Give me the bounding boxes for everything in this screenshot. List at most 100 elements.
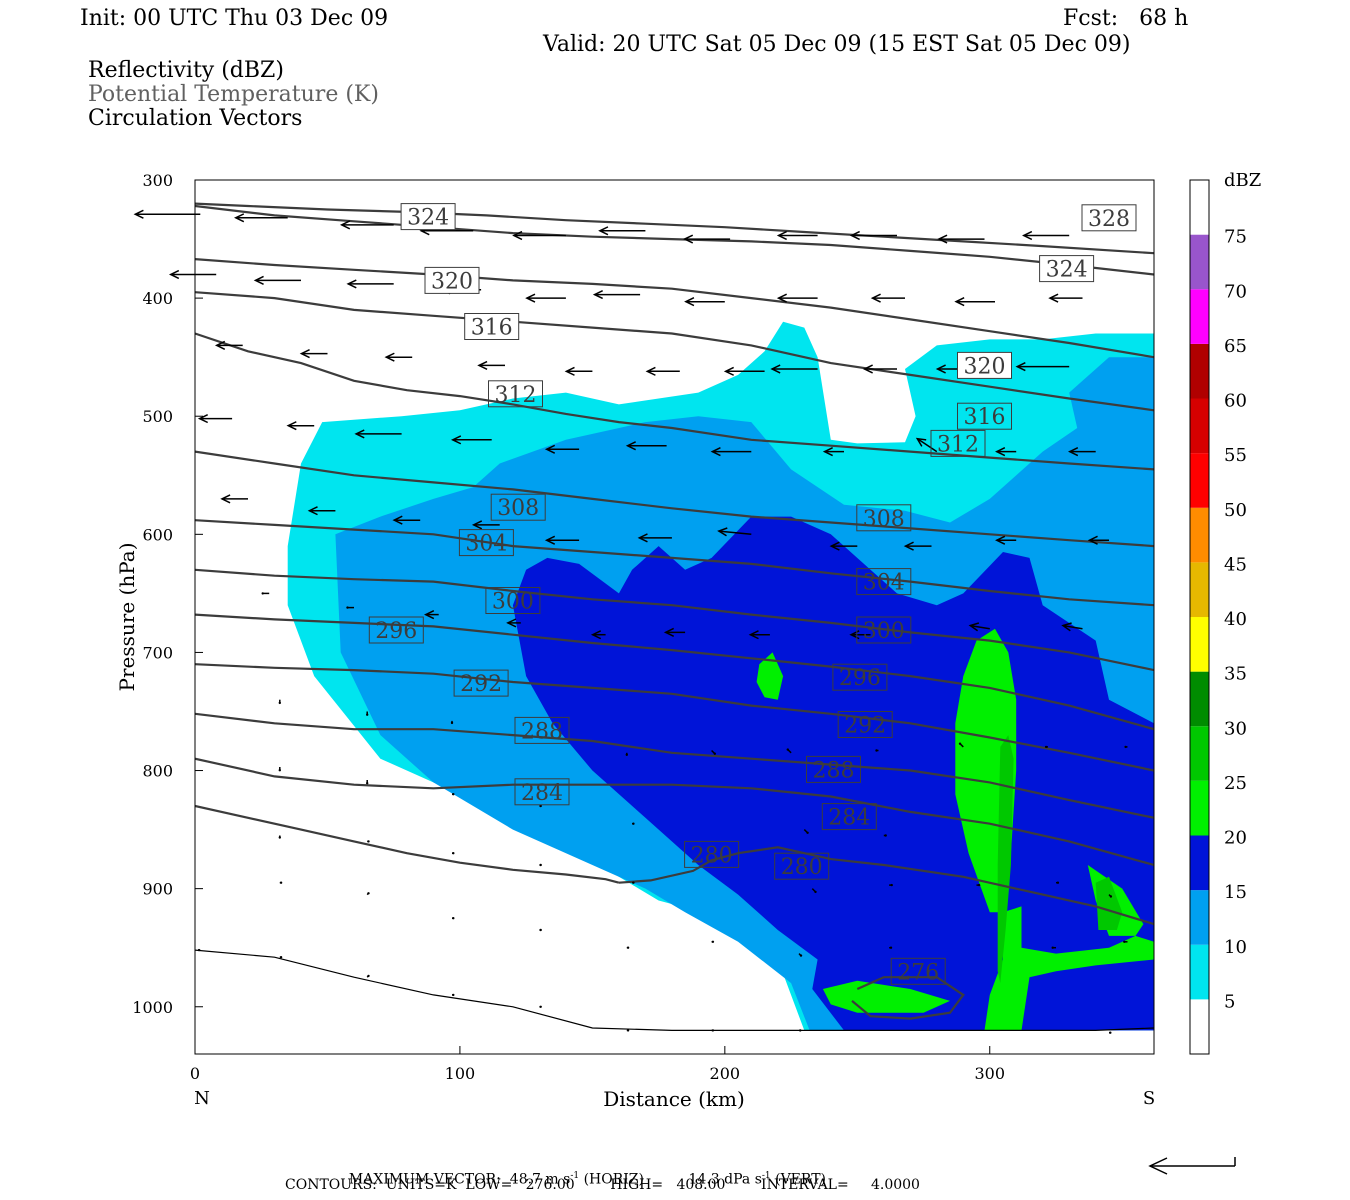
circulation-vector [803,829,809,834]
circulation-vector [261,592,270,595]
circulation-vector [346,279,394,289]
contour-label-box [832,663,888,691]
contour-label: 292 [837,711,893,739]
vector-dot [452,993,455,997]
circulation-vector [253,275,301,285]
circulation-vectors [133,209,1128,1034]
colorbar: 5 10 15 20 25 30 35 40 45 50 55 60 65 70 75 [1189,179,1247,1055]
contour-label: 288 [514,716,570,744]
contour-label-text: 280 [691,843,733,868]
colorbar-swatch [1190,890,1209,945]
circulation-vector [506,618,521,628]
contour-label-text: 324 [407,206,449,231]
circulation-vector [798,953,803,957]
circulation-vector [278,699,281,705]
circulation-vector [723,366,765,376]
colorbar-tick-label: 70 [1224,281,1247,302]
circulation-vector [598,226,646,236]
circulation-vector [711,940,715,943]
vector-head [197,413,209,424]
circulation-vector [811,888,817,894]
reflectivity-fills [287,321,1154,1031]
vector-head [592,289,603,300]
circulation-vector [748,630,770,640]
vector-dot [1109,895,1113,898]
colorbar-swatch [1190,289,1209,344]
vector-dot [814,890,817,894]
vector-head [506,618,517,628]
contour-label-text: 312 [495,383,537,408]
vector-dot [452,917,455,920]
contour-label-box [806,755,861,783]
circulation-vector [870,293,905,303]
contour-label: 320 [424,266,480,294]
circulation-vector [1048,293,1083,303]
vector-head [1087,535,1098,545]
vector-dot [1051,946,1054,949]
circulation-vector [717,527,752,537]
colorbar-swatch [1190,726,1209,781]
y-tick-label: 900 [142,880,173,899]
vector-dot [713,752,716,755]
vert-value: 14.3 dPa s [688,1171,762,1188]
vector-head [770,364,781,374]
forecast-hour: Fcst: 68 h [1063,6,1189,31]
axes: 300 400 500 600 700 800 900 1000 0 100 200 300 [132,171,1005,1083]
circulation-vector [384,352,413,362]
circulation-vector [168,269,217,280]
vector-dot [278,836,281,839]
y-tick-label: 800 [142,762,173,781]
circulation-vector [1056,881,1060,884]
y-tick-label: 400 [142,289,173,308]
field-reflectivity: Reflectivity (dBZ) [88,58,284,83]
theta-contour-312-12 [195,291,1154,412]
circulation-vector [197,413,233,424]
circulation-vector [626,946,630,949]
vector-head [663,627,675,637]
circulation-vector [366,892,370,896]
contour-label-box [837,711,893,738]
contour-label-box [1081,204,1137,232]
circulation-vector [307,506,336,516]
contour-label-box [488,380,543,408]
vector-head [471,520,483,530]
contour-label: 296 [832,663,888,691]
circulation-vector [366,780,369,785]
vector-dot [786,748,789,751]
vector-head [1022,230,1033,241]
circulation-vector [512,230,566,241]
circulation-vector [590,630,606,640]
colorbar-tick-label: 75 [1224,227,1247,248]
circulation-vector [452,852,455,855]
colorbar-swatch [1190,999,1209,1055]
vector-head [477,360,488,371]
circulation-vector [346,606,354,609]
contour-label: 300 [856,616,912,644]
colorbar-swatch [1190,944,1209,1000]
field-potential-temperature: Potential Temperature (K) [88,82,379,107]
vector-head [307,506,318,516]
circulation-vector [286,421,315,431]
vector-head [1067,447,1079,457]
contour-label-box [930,429,986,457]
vector-dot [279,881,283,884]
circulation-vector [544,444,580,454]
vector-head [253,275,264,285]
contour-label: 312 [930,429,986,457]
field-circulation-vectors: Circulation Vectors [88,106,303,131]
circulation-vector [799,1029,802,1032]
circulation-vector [1061,622,1083,632]
contour-label-box [424,266,480,294]
x-end-label-right: S [1143,1088,1155,1109]
circulation-vector [968,622,990,632]
vector-dot [367,840,370,843]
contour-label: 308 [490,493,546,521]
valid-time: Valid: 20 UTC Sat 05 Dec 09 (15 EST Sat … [543,32,1131,57]
circulation-vector [889,883,893,887]
colorbar-tick-label: 10 [1224,937,1247,958]
contour-label-text: 292 [844,714,886,739]
vector-head [299,349,310,359]
circulation-vector [625,441,667,451]
vector-dot [626,1029,630,1032]
circulation-vector [976,883,981,887]
